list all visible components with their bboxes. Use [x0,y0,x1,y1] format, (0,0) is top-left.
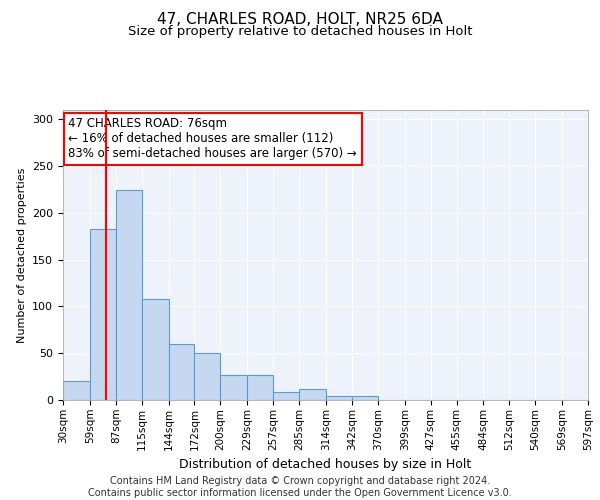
Text: 47 CHARLES ROAD: 76sqm
← 16% of detached houses are smaller (112)
83% of semi-de: 47 CHARLES ROAD: 76sqm ← 16% of detached… [68,117,357,160]
Bar [116,190,142,400]
Bar [63,382,90,400]
Bar [142,299,169,400]
Bar [169,344,194,400]
Bar [220,374,247,400]
Bar [90,229,116,400]
Bar [299,389,326,400]
Bar [352,396,378,400]
Y-axis label: Number of detached properties: Number of detached properties [17,168,26,342]
X-axis label: Distribution of detached houses by size in Holt: Distribution of detached houses by size … [179,458,472,471]
Bar [326,396,352,400]
Bar [247,374,273,400]
Text: 47, CHARLES ROAD, HOLT, NR25 6DA: 47, CHARLES ROAD, HOLT, NR25 6DA [157,12,443,28]
Text: Size of property relative to detached houses in Holt: Size of property relative to detached ho… [128,25,472,38]
Bar [194,353,220,400]
Bar [273,392,299,400]
Text: Contains HM Land Registry data © Crown copyright and database right 2024.
Contai: Contains HM Land Registry data © Crown c… [88,476,512,498]
